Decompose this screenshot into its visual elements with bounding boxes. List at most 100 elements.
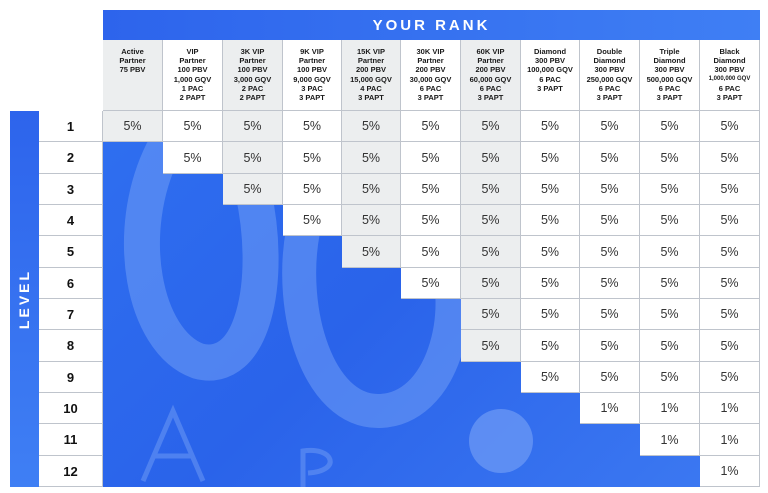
level-label-6: 6: [39, 268, 103, 299]
commission-cell: 5%: [640, 111, 700, 142]
rank-header-line: 9K VIP: [300, 47, 324, 56]
rank-header-9: Double Diamond 300 PBV 250,000 GQV 6 PAC 3 PA…: [580, 40, 640, 111]
commission-cell: 1%: [700, 424, 760, 456]
rank-header-line: Diamond: [713, 56, 746, 66]
rank-header-8: Diamond 300 PBV 100,000 GQV 6 PAC 3 PAPT: [521, 40, 580, 111]
commission-cell: 5%: [640, 330, 700, 362]
commission-cell: 5%: [700, 268, 760, 299]
commission-cell: 5%: [580, 236, 640, 268]
commission-cell: 5%: [580, 330, 640, 362]
level-label-7: 7: [39, 299, 103, 330]
level-label-3: 3: [39, 174, 103, 205]
rank-header-line: Partner: [417, 56, 444, 66]
commission-cell: 5%: [700, 362, 760, 393]
commission-cell: 5%: [700, 111, 760, 142]
rank-header-line: 1 PAC: [181, 83, 204, 93]
commission-cell: 5%: [461, 142, 521, 174]
commission-cell: 5%: [580, 174, 640, 205]
commission-cell: 5%: [461, 268, 521, 299]
rank-header-line: Partner: [357, 56, 385, 66]
commission-cell: 5%: [401, 142, 461, 174]
rank-header-line: 3 PAPT: [358, 93, 384, 103]
rank-header-line: Partner: [298, 56, 326, 66]
commission-cell: 5%: [163, 111, 223, 142]
rank-header-line: 3 PAPT: [477, 93, 504, 103]
commission-cell: 5%: [461, 174, 521, 205]
commission-cell: 5%: [283, 205, 342, 236]
rank-header-line: 100,000 GQV: [527, 65, 573, 75]
commission-cell: 1%: [580, 393, 640, 424]
level-label-5: 5: [39, 236, 103, 268]
rank-header-line: 4 PAC: [360, 83, 382, 93]
level-banner: LEVEL: [10, 111, 39, 487]
commission-cell: 5%: [283, 142, 342, 174]
commission-cell: 1%: [700, 393, 760, 424]
rank-header-line: Partner: [179, 56, 206, 66]
commission-cell: 5%: [283, 174, 342, 205]
rank-header-line: Diamond: [533, 47, 567, 56]
commission-cell: 5%: [700, 236, 760, 268]
rank-header-line: 300 PBV: [594, 65, 625, 75]
rank-header-line: 3 PAC: [301, 83, 323, 93]
rank-header-line: 6 PAC: [479, 83, 502, 93]
commission-cell: 5%: [521, 111, 580, 142]
commission-cell: 5%: [461, 299, 521, 330]
your-rank-banner: YOUR RANK: [103, 10, 760, 40]
rank-header-line: 1,000,000 GQV: [708, 75, 751, 82]
rank-header-line: Partner: [119, 56, 146, 66]
commission-cell: 5%: [461, 205, 521, 236]
commission-cell: 5%: [580, 362, 640, 393]
rank-header-line: 3 PAPT: [656, 93, 683, 103]
rank-header-3: 3K VIP Partner 100 PBV 3,000 GQV 2 PAC 2 PAPT: [223, 40, 283, 111]
rank-header-line: 6 PAC: [718, 83, 741, 93]
rank-header-line: 500,000 GQV: [646, 74, 693, 84]
rank-header-10: Triple Diamond 300 PBV 500,000 GQV 6 PAC 3 PA…: [640, 40, 700, 111]
commission-cell: 5%: [640, 142, 700, 174]
commission-cell: 5%: [401, 111, 461, 142]
watermark-logo-icon: [123, 133, 533, 487]
rank-header-6: 30K VIP Partner 200 PBV 30,000 GQV 6 PAC 3 PA…: [401, 40, 461, 111]
commission-cell: 5%: [700, 299, 760, 330]
rank-header-line: 6 PAC: [598, 83, 621, 93]
rank-header-line: 60,000 GQV: [469, 74, 512, 84]
commission-cell: 5%: [461, 111, 521, 142]
commission-cell: 5%: [342, 174, 401, 205]
rank-header-line: 30,000 GQV: [409, 74, 452, 84]
rank-header-line: 1,000 GQV: [173, 74, 212, 84]
commission-cell: 5%: [163, 142, 223, 174]
commission-cell: 5%: [700, 205, 760, 236]
rank-header-line: 200 PBV: [355, 65, 386, 75]
rank-header-11: Black Diamond 300 PBV 1,000,000 GQV 6 PAC 3 P…: [700, 40, 760, 111]
commission-cell: 1%: [700, 456, 760, 487]
commission-cell: 5%: [521, 174, 580, 205]
rank-header-line: Partner: [239, 56, 266, 66]
rank-header-line: 75 PBV: [119, 65, 146, 75]
rank-header-line: 100 PBV: [177, 65, 208, 75]
rank-header-line: 300 PBV: [654, 65, 685, 75]
level-label-12: 12: [39, 456, 103, 487]
commission-cell: 5%: [640, 362, 700, 393]
level-banner-label: LEVEL: [16, 268, 33, 330]
rank-header-line: Partner: [477, 56, 504, 66]
commission-cell: 5%: [580, 111, 640, 142]
commission-cell: 5%: [342, 142, 401, 174]
commission-cell: 5%: [640, 236, 700, 268]
commission-cell: 5%: [401, 174, 461, 205]
commission-cell: 5%: [521, 205, 580, 236]
commission-cell: 5%: [521, 299, 580, 330]
rank-header-5: 15K VIP Partner 200 PBV 15,000 GQV 4 PAC 3 PA…: [342, 40, 401, 111]
commission-cell: 5%: [640, 205, 700, 236]
level-label-10: 10: [39, 393, 103, 424]
rank-header-2: VIP Partner 100 PBV 1,000 GQV 1 PAC 2 PAPT: [163, 40, 223, 111]
rank-header-line: Double: [596, 47, 623, 56]
commission-cell: 5%: [461, 330, 521, 362]
rank-header-line: 9,000 GQV: [293, 74, 331, 84]
commission-cell: 5%: [640, 268, 700, 299]
commission-cell: 5%: [342, 205, 401, 236]
commission-cell: 5%: [401, 236, 461, 268]
commission-cell: 5%: [521, 142, 580, 174]
rank-header-line: 3,000 GQV: [233, 74, 272, 84]
rank-header-line: Triple: [659, 47, 680, 56]
rank-header-line: 60K VIP: [476, 47, 505, 56]
